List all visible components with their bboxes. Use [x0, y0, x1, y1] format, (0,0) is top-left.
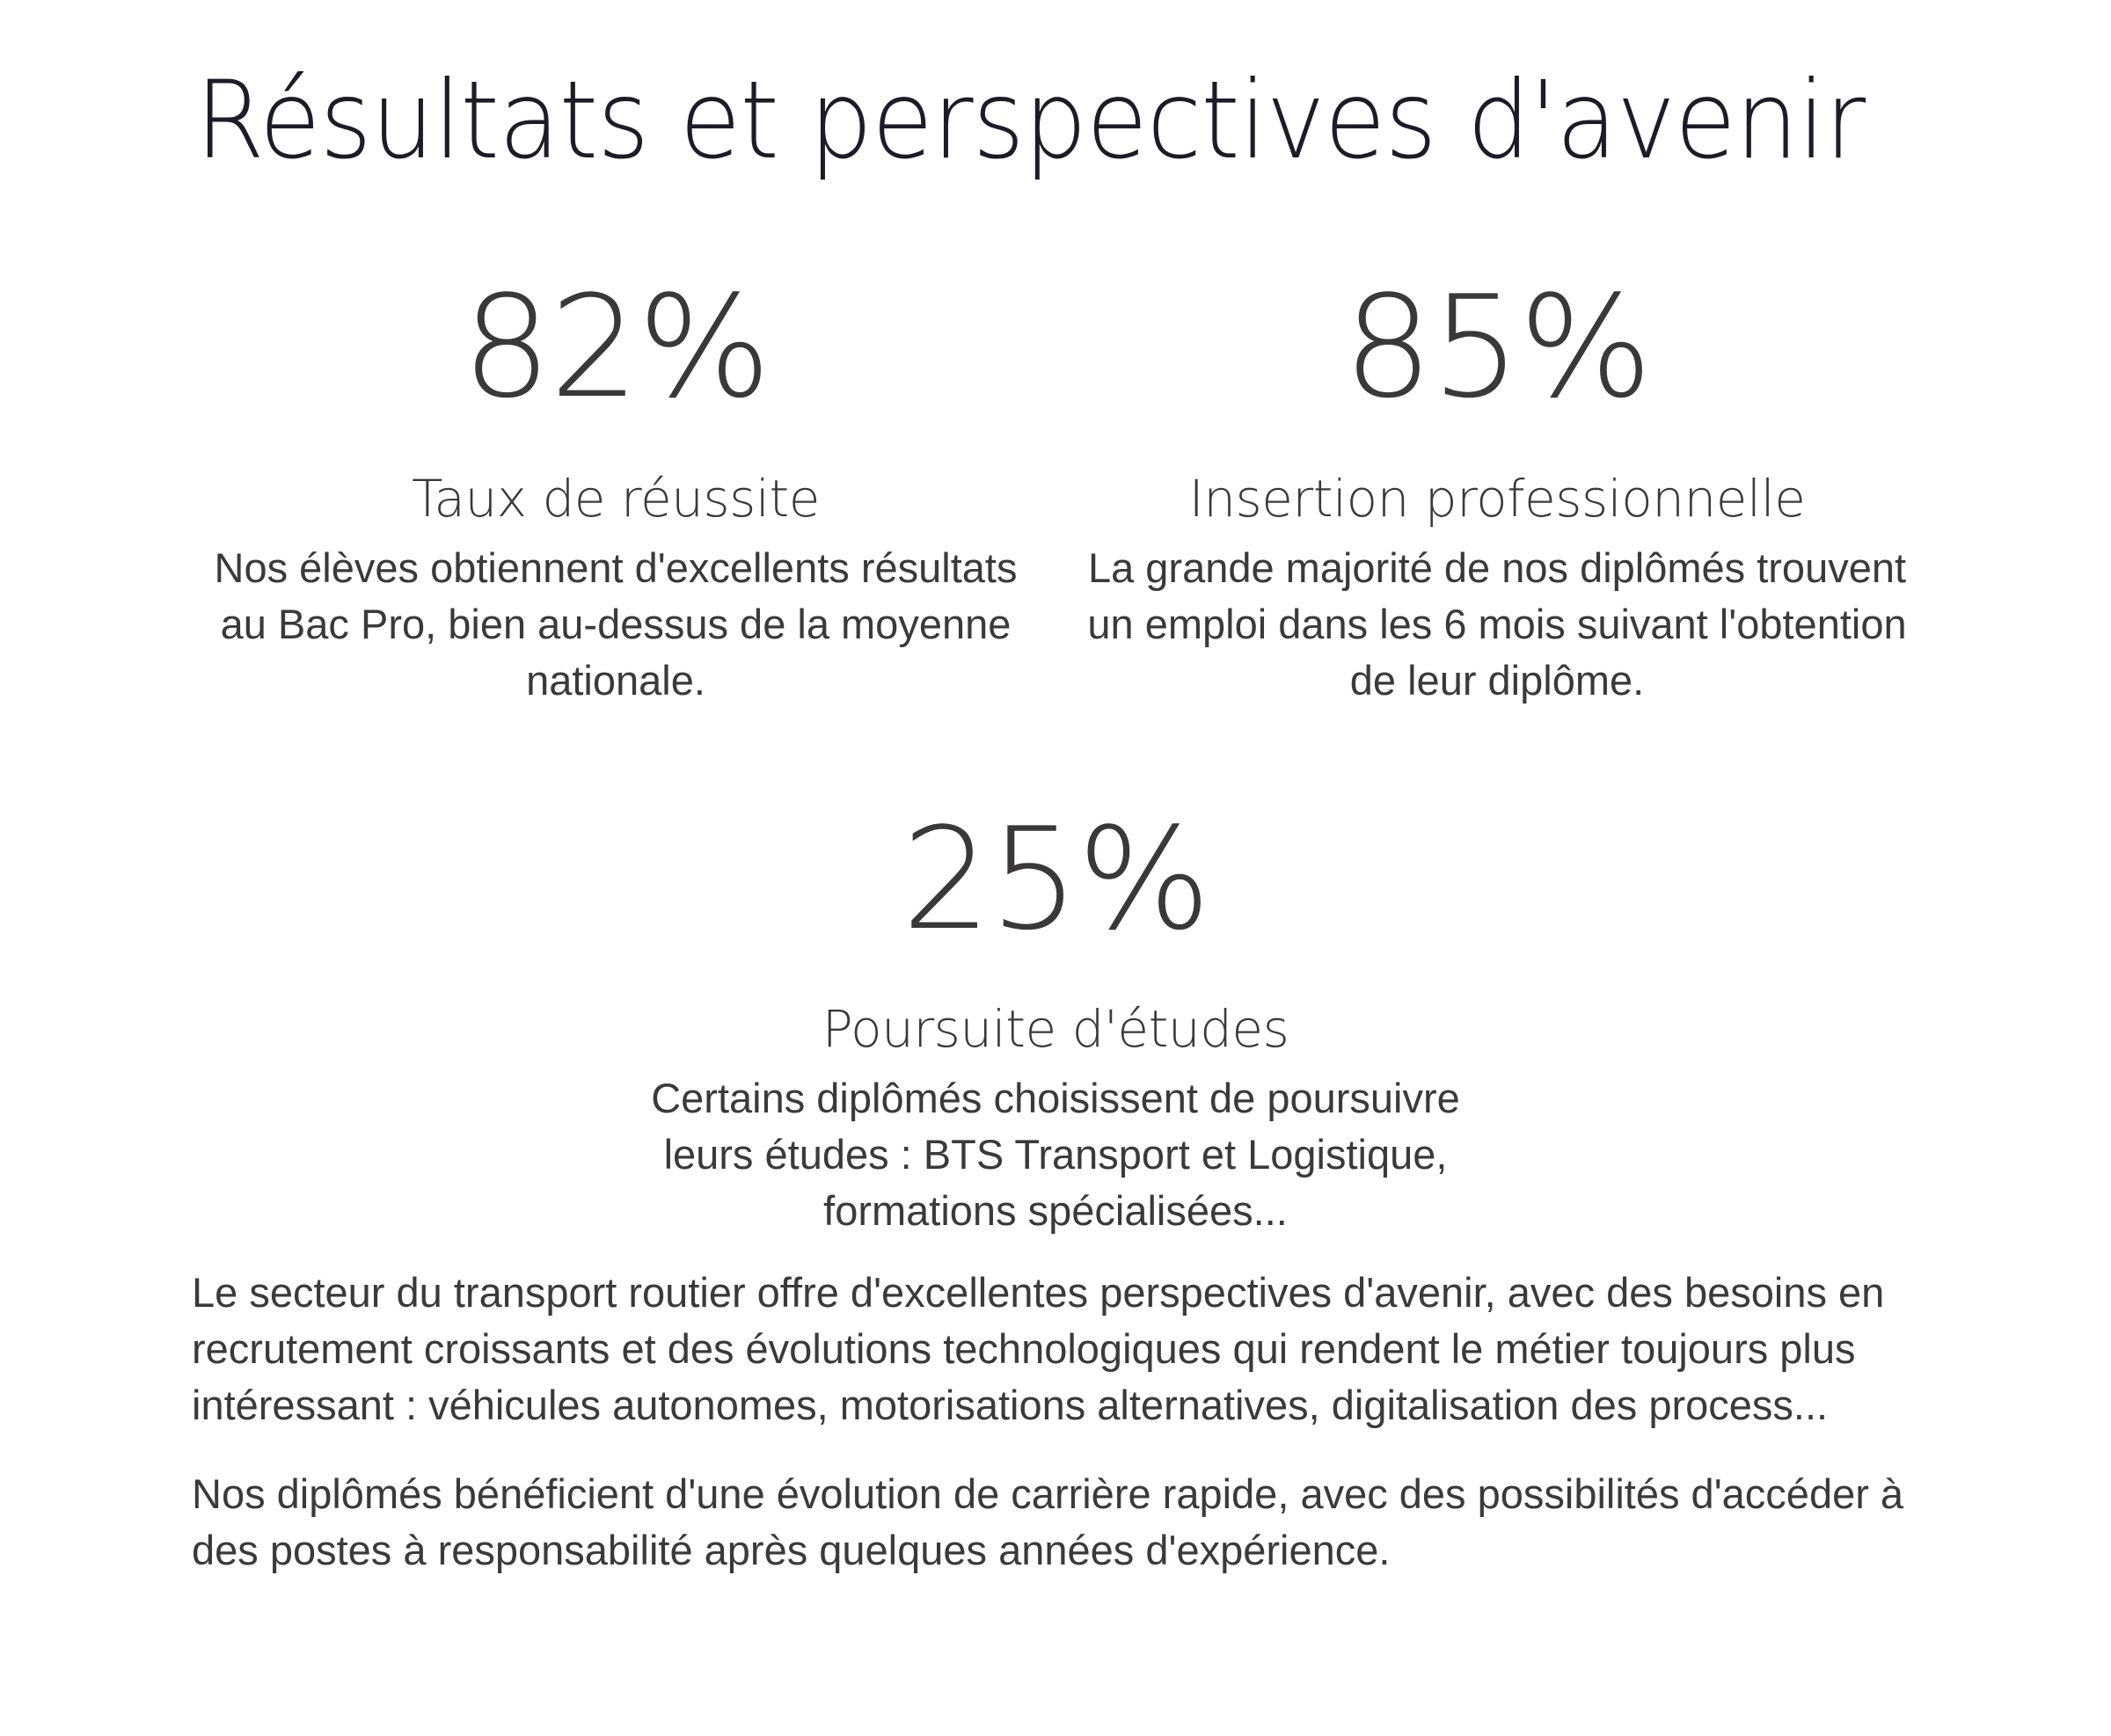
stat-value: 85%	[1343, 265, 1653, 429]
stat-label: Taux de réussite	[412, 469, 820, 529]
stat-description: Certains diplômés choisissent de poursui…	[651, 1075, 1460, 1234]
stat-description: Nos élèves obtiennent d'excellents résul…	[214, 544, 1018, 704]
stat-description: La grande majorité de nos diplômés trouv…	[1087, 544, 1907, 704]
page-title: Résultats et perspectives d'avenir	[195, 58, 1866, 183]
stat-value: 82%	[462, 265, 771, 429]
stat-value: 25%	[902, 797, 1211, 961]
stat-label: Insertion professionnelle	[1188, 469, 1806, 529]
stat-success-rate: 82% Taux de réussite Nos élèves obtienne…	[192, 264, 1040, 709]
paragraph-career-growth: Nos diplômés bénéficient d'une évolution…	[192, 1470, 1904, 1573]
body-text: Le secteur du transport routier offre d'…	[192, 1265, 1933, 1611]
stat-label: Poursuite d'études	[822, 999, 1289, 1059]
paragraph-sector-outlook: Le secteur du transport routier offre d'…	[192, 1269, 1885, 1428]
stat-professional-insertion: 85% Insertion professionnelle La grande …	[1073, 264, 1921, 709]
stat-further-studies: 25% Poursuite d'études Certains diplômés…	[632, 796, 1479, 1239]
